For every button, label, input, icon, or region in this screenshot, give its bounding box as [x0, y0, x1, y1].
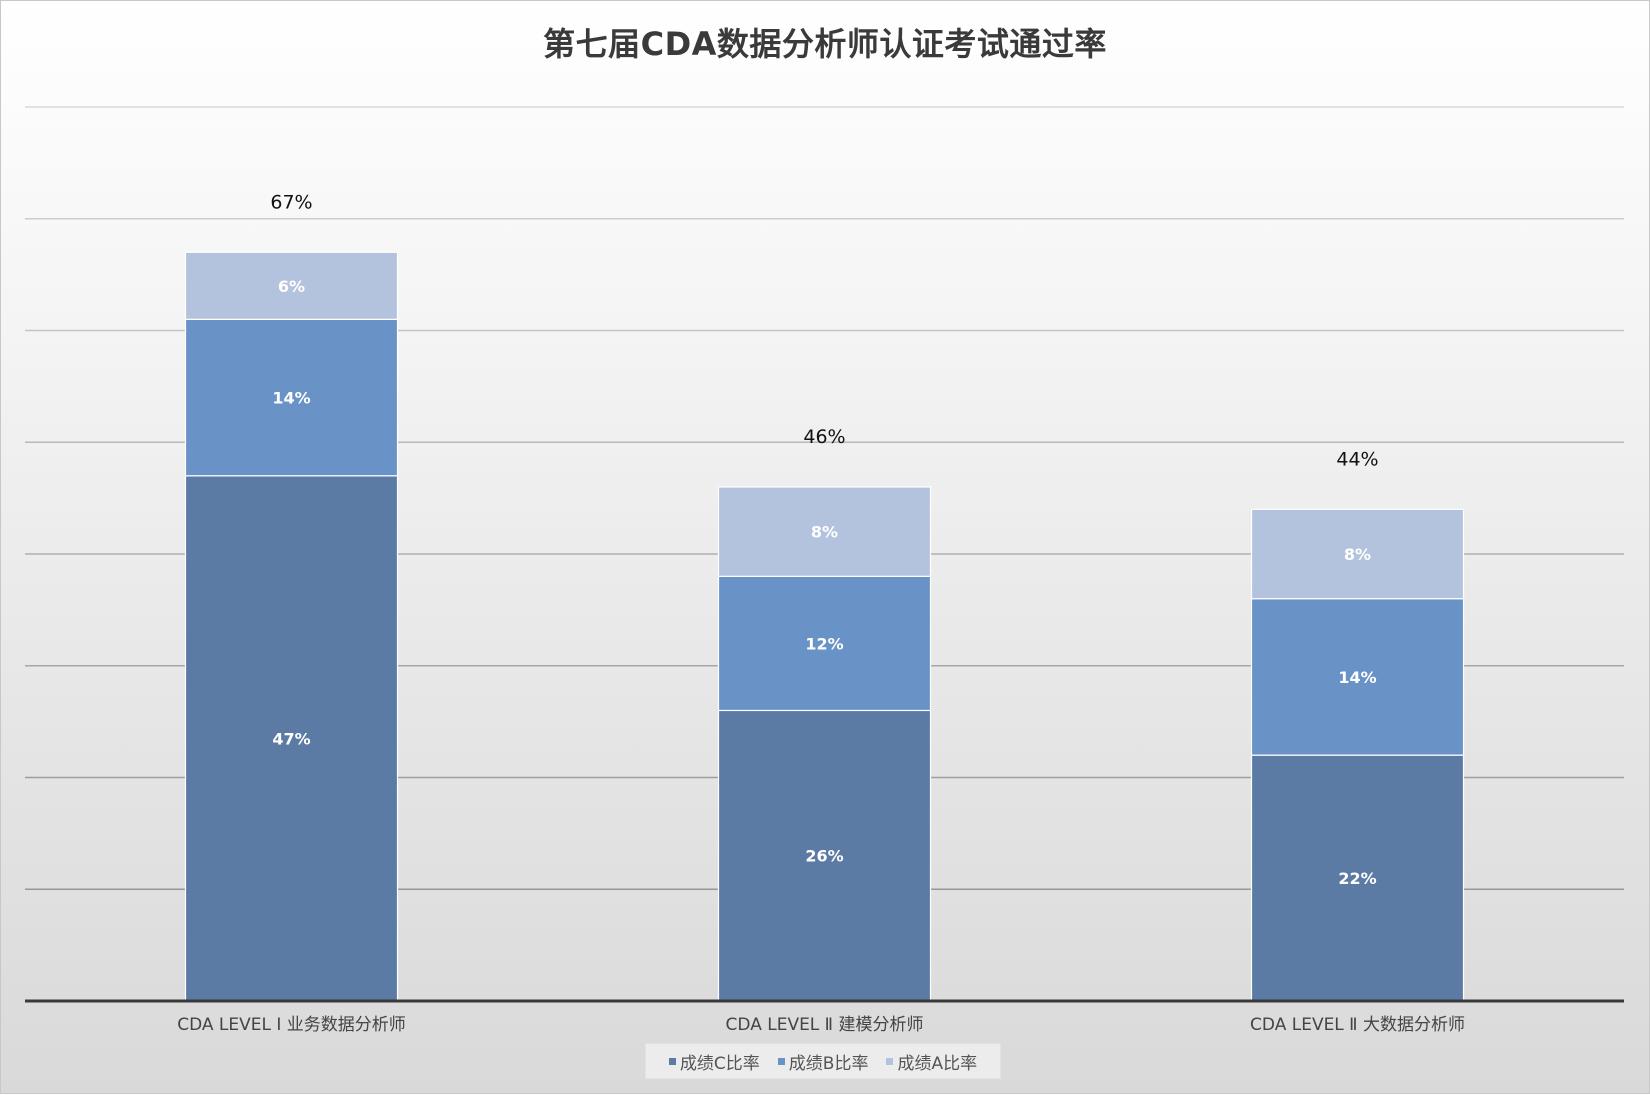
- x-tick-label: CDA LEVEL Ⅱ 大数据分析师: [1250, 1015, 1465, 1035]
- data-label: 14%: [1338, 668, 1376, 687]
- legend-item: 成绩A比率: [886, 1049, 977, 1074]
- legend-label: 成绩A比率: [897, 1053, 978, 1074]
- bar-segment: [1250, 598, 1465, 756]
- data-label: 8%: [811, 523, 838, 542]
- legend-swatch: [777, 1057, 785, 1065]
- data-label: 8%: [1344, 545, 1371, 564]
- x-tick-label: CDA LEVEL Ⅰ 业务数据分析师: [177, 1015, 406, 1035]
- x-tick-label: CDA LEVEL Ⅱ 建模分析师: [726, 1015, 924, 1035]
- bar-segment: [717, 709, 932, 1002]
- legend: 成绩C比率 成绩B比率 成绩A比率: [645, 1043, 1001, 1079]
- bar-segment: [184, 475, 399, 1002]
- bar-segment: [1250, 508, 1465, 600]
- bar-segment: [184, 251, 399, 320]
- data-label: 14%: [272, 389, 310, 408]
- bar-segment: [1250, 754, 1465, 1002]
- legend-label: 成绩C比率: [679, 1053, 760, 1074]
- legend-label: 成绩B比率: [788, 1053, 869, 1074]
- data-label: 47%: [272, 729, 310, 748]
- total-label: 67%: [270, 191, 312, 213]
- legend-swatch: [886, 1057, 894, 1065]
- bar-segment: [717, 486, 932, 577]
- legend-swatch: [668, 1057, 676, 1065]
- chart-title: 第七届CDA数据分析师认证考试通过率: [543, 25, 1107, 63]
- bar-segment: [184, 318, 399, 477]
- data-label: 22%: [1338, 869, 1376, 888]
- total-label: 44%: [1336, 448, 1378, 470]
- data-label: 6%: [278, 277, 305, 296]
- legend-item: 成绩B比率: [777, 1049, 869, 1074]
- data-label: 12%: [805, 634, 843, 653]
- data-label: 26%: [805, 847, 843, 866]
- legend-item: 成绩C比率: [668, 1049, 760, 1074]
- bar-segment: [717, 575, 932, 712]
- total-label: 46%: [803, 426, 845, 448]
